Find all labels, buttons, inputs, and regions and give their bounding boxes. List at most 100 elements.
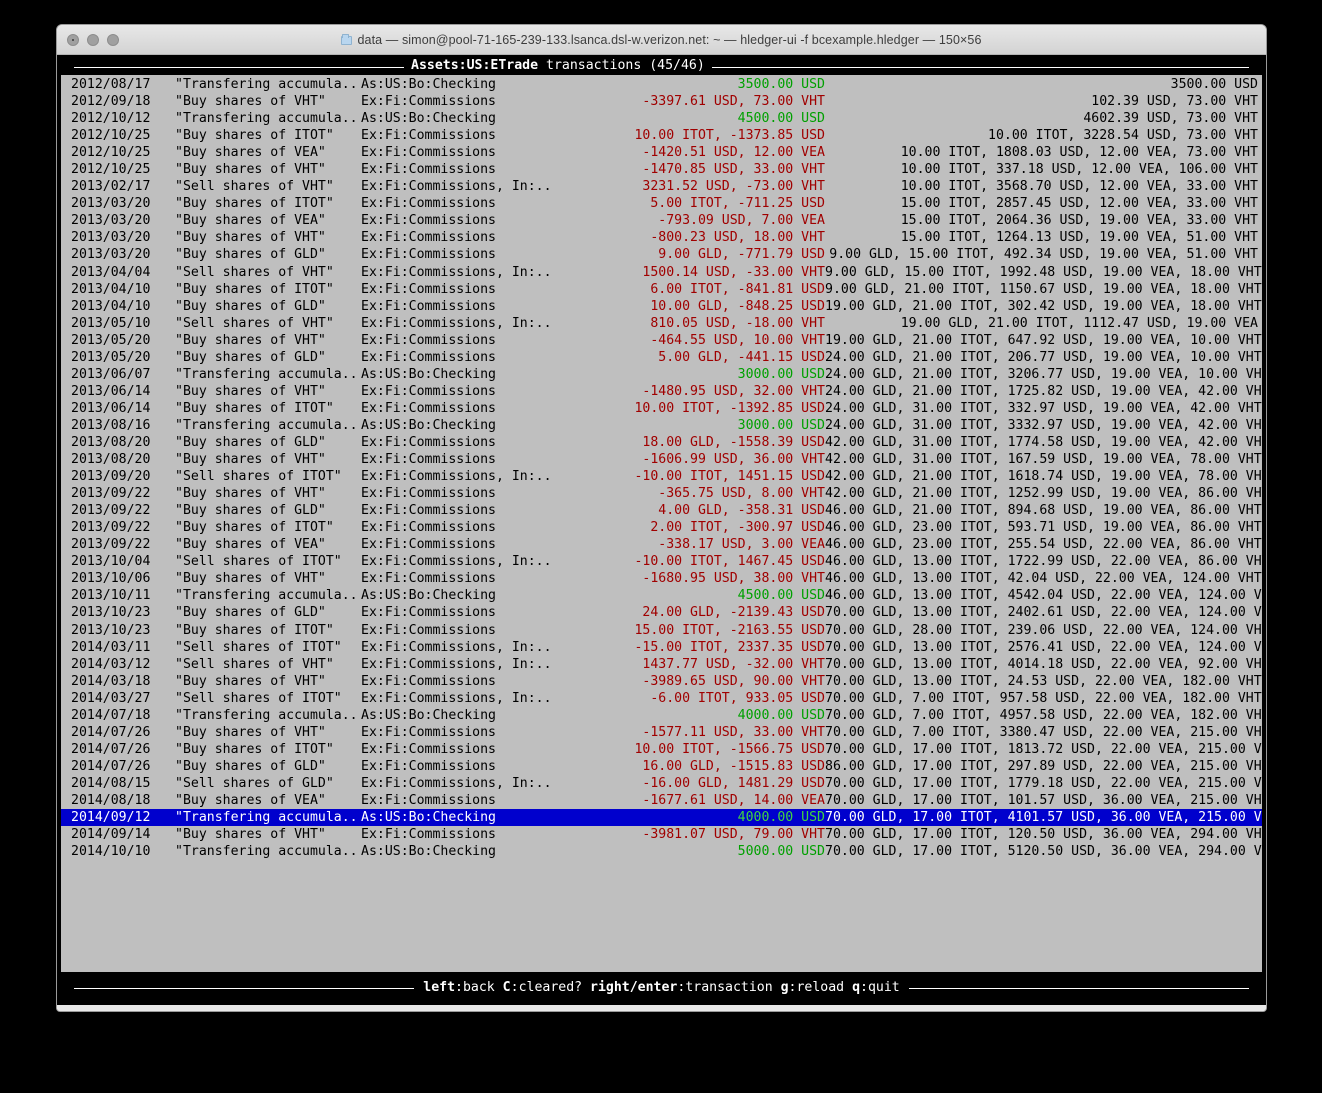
transaction-row[interactable]: 2013/09/22 "Buy shares of GLD" Ex:Fi:Commi… (61, 502, 1262, 519)
status-keybindings: left:back C:cleared? right/enter:transac… (421, 980, 901, 995)
terminal-window[interactable]: data — simon@pool-71-165-239-133.lsanca.… (56, 24, 1267, 1012)
transaction-balance: 9.00 GLD, 15.00 ITOT, 1992.48 USD, 19.00… (825, 264, 1262, 280)
transaction-list[interactable]: 2012/08/17 "Transfering accumula.. As:US:B… (61, 75, 1262, 972)
transaction-row[interactable]: 2014/07/26 "Buy shares of VHT" Ex:Fi:Commi… (61, 724, 1262, 741)
transaction-date: 2013/03/20 (71, 247, 151, 263)
transaction-amount: -1577.11 USD, 33.00 VHT (642, 724, 825, 740)
window-title-text: data — simon@pool-71-165-239-133.lsanca.… (357, 32, 982, 47)
transaction-row[interactable]: 2013/04/10 "Buy shares of GLD" Ex:Fi:Commi… (61, 298, 1262, 315)
transaction-account: Ex:Fi:Commissions, In:.. (361, 775, 552, 791)
transaction-account: Ex:Fi:Commissions (361, 741, 496, 757)
transaction-row[interactable]: 2013/08/20 "Buy shares of GLD" Ex:Fi:Commi… (61, 434, 1262, 451)
transaction-row[interactable]: 2013/03/20 "Buy shares of VHT" Ex:Fi:Commi… (61, 229, 1262, 246)
transaction-balance: 70.00 GLD, 17.00 ITOT, 1813.72 USD, 22.0… (825, 741, 1262, 757)
transaction-row[interactable]: 2014/03/11 "Sell shares of ITOT" Ex:Fi:Com… (61, 639, 1262, 656)
transaction-row[interactable]: 2014/03/18 "Buy shares of VHT" Ex:Fi:Commi… (61, 673, 1262, 690)
transaction-row[interactable]: 2013/09/22 "Buy shares of VEA" Ex:Fi:Commi… (61, 536, 1262, 553)
transaction-account: As:US:Bo:Checking (361, 844, 496, 860)
transaction-description: "Buy shares of GLD" (175, 349, 326, 365)
transaction-description: "Buy shares of VHT" (175, 383, 326, 399)
transaction-row[interactable]: 2014/08/18 "Buy shares of VEA" Ex:Fi:Commi… (61, 792, 1262, 809)
transaction-row[interactable]: 2012/10/12 "Transfering accumula.. As:US:B… (61, 110, 1262, 127)
transaction-row[interactable]: 2014/03/27 "Sell shares of ITOT" Ex:Fi:Com… (61, 690, 1262, 707)
transaction-row[interactable]: 2014/07/18 "Transfering accumula.. As:US:B… (61, 707, 1262, 724)
transaction-date: 2013/10/04 (71, 554, 151, 570)
transaction-description: "Buy shares of GLD" (175, 503, 326, 519)
transaction-row[interactable]: 2013/08/20 "Buy shares of VHT" Ex:Fi:Commi… (61, 451, 1262, 468)
transaction-date: 2014/03/12 (71, 656, 151, 672)
transaction-row[interactable]: 2013/04/04 "Sell shares of VHT" Ex:Fi:Comm… (61, 264, 1262, 281)
transaction-account: As:US:Bo:Checking (361, 77, 496, 92)
transaction-row[interactable]: 2012/10/25 "Buy shares of ITOT" Ex:Fi:Comm… (61, 127, 1262, 144)
transaction-description: "Buy shares of VHT" (175, 94, 326, 110)
transaction-balance: 19.00 GLD, 21.00 ITOT, 647.92 USD, 19.00… (825, 332, 1262, 348)
transaction-account: As:US:Bo:Checking (361, 707, 496, 723)
transaction-account: Ex:Fi:Commissions (361, 400, 496, 416)
transaction-row[interactable]: 2013/10/06 "Buy shares of VHT" Ex:Fi:Commi… (61, 570, 1262, 587)
transaction-row[interactable]: 2012/10/25 "Buy shares of VHT" Ex:Fi:Commi… (61, 161, 1262, 178)
header-rule-left (74, 66, 404, 68)
terminal-screen[interactable]: Assets:US:ETrade transactions (45/46) 20… (57, 55, 1266, 1005)
transaction-row[interactable]: 2013/05/20 "Buy shares of VHT" Ex:Fi:Commi… (61, 332, 1262, 349)
transaction-account: Ex:Fi:Commissions (361, 196, 496, 212)
zoom-button-icon[interactable] (107, 33, 119, 46)
transaction-account: Ex:Fi:Commissions, In:.. (361, 469, 552, 485)
transaction-account: Ex:Fi:Commissions (361, 537, 496, 553)
transaction-row[interactable]: 2013/02/17 "Sell shares of VHT" Ex:Fi:Comm… (61, 178, 1262, 195)
transaction-amount: -1470.85 USD, 33.00 VHT (642, 162, 825, 178)
transaction-account: As:US:Bo:Checking (361, 111, 496, 127)
transaction-row[interactable]: 2013/03/20 "Buy shares of ITOT" Ex:Fi:Comm… (61, 195, 1262, 212)
transaction-row[interactable]: 2014/10/10 "Transfering accumula.. As:US:B… (61, 843, 1262, 860)
transaction-description: "Buy shares of VHT" (175, 827, 326, 843)
transaction-row[interactable]: 2012/09/18 "Buy shares of VHT" Ex:Fi:Commi… (61, 93, 1262, 110)
transaction-date: 2013/08/20 (71, 434, 151, 450)
transaction-account: Ex:Fi:Commissions, In:.. (361, 264, 552, 280)
transaction-amount: -3989.65 USD, 90.00 VHT (642, 673, 825, 689)
transaction-date: 2014/09/12 (71, 810, 151, 826)
transaction-date: 2013/06/14 (71, 400, 151, 416)
transaction-row[interactable]: 2013/10/11 "Transfering accumula.. As:US:B… (61, 587, 1262, 604)
transaction-amount: 10.00 GLD, -848.25 USD (650, 298, 825, 314)
transaction-row[interactable]: 2012/10/25 "Buy shares of VEA" Ex:Fi:Commi… (61, 144, 1262, 161)
minimize-button-icon[interactable] (87, 33, 99, 46)
transaction-amount: 1500.14 USD, -33.00 VHT (642, 264, 825, 280)
transaction-amount: 4000.00 USD (737, 810, 825, 826)
transaction-row[interactable]: 2013/05/10 "Sell shares of VHT" Ex:Fi:Comm… (61, 315, 1262, 332)
transaction-row[interactable]: 2013/06/14 "Buy shares of ITOT" Ex:Fi:Comm… (61, 400, 1262, 417)
transaction-description: "Buy shares of ITOT" (175, 400, 334, 416)
transaction-row[interactable]: 2013/10/04 "Sell shares of ITOT" Ex:Fi:Com… (61, 553, 1262, 570)
transaction-row[interactable]: 2013/09/22 "Buy shares of ITOT" Ex:Fi:Comm… (61, 519, 1262, 536)
transaction-description: "Buy shares of GLD" (175, 298, 326, 314)
traffic-light-group (67, 33, 119, 46)
transaction-row[interactable]: 2013/10/23 "Buy shares of ITOT" Ex:Fi:Comm… (61, 622, 1262, 639)
transaction-row[interactable]: 2013/09/22 "Buy shares of VHT" Ex:Fi:Commi… (61, 485, 1262, 502)
transaction-row[interactable]: 2013/03/20 "Buy shares of VEA" Ex:Fi:Commi… (61, 212, 1262, 229)
transaction-amount: 4500.00 USD (737, 588, 825, 604)
transaction-row[interactable]: 2013/05/20 "Buy shares of GLD" Ex:Fi:Commi… (61, 349, 1262, 366)
transaction-row[interactable]: 2013/09/20 "Sell shares of ITOT" Ex:Fi:Com… (61, 468, 1262, 485)
transaction-row[interactable]: 2013/04/10 "Buy shares of ITOT" Ex:Fi:Comm… (61, 281, 1262, 298)
transaction-row[interactable]: 2014/03/12 "Sell shares of VHT" Ex:Fi:Comm… (61, 656, 1262, 673)
transaction-date: 2013/05/10 (71, 315, 151, 331)
transaction-row[interactable]: 2014/07/26 "Buy shares of GLD" Ex:Fi:Commi… (61, 758, 1262, 775)
transaction-account: Ex:Fi:Commissions (361, 213, 496, 229)
transaction-amount: -365.75 USD, 8.00 VHT (658, 486, 825, 502)
transaction-row[interactable]: 2013/03/20 "Buy shares of GLD" Ex:Fi:Commi… (61, 246, 1262, 263)
transaction-row[interactable]: 2014/07/26 "Buy shares of ITOT" Ex:Fi:Comm… (61, 741, 1262, 758)
transaction-balance: 19.00 GLD, 21.00 ITOT, 302.42 USD, 19.00… (825, 298, 1262, 314)
close-button-icon[interactable] (67, 33, 79, 46)
transaction-row[interactable]: 2012/08/17 "Transfering accumula.. As:US:B… (61, 76, 1262, 93)
transaction-row[interactable]: 2014/09/12 "Transfering accumula.. As:US:B… (61, 809, 1262, 827)
transaction-amount: 5000.00 USD (737, 844, 825, 860)
transaction-date: 2013/08/16 (71, 417, 151, 433)
window-titlebar[interactable]: data — simon@pool-71-165-239-133.lsanca.… (57, 25, 1266, 55)
transaction-row[interactable]: 2014/08/15 "Sell shares of GLD" Ex:Fi:Comm… (61, 775, 1262, 792)
transaction-row[interactable]: 2013/06/07 "Transfering accumula.. As:US:B… (61, 366, 1262, 383)
transaction-description: "Buy shares of VEA" (175, 537, 326, 553)
transaction-row[interactable]: 2013/10/23 "Buy shares of GLD" Ex:Fi:Commi… (61, 604, 1262, 621)
transaction-balance: 42.00 GLD, 21.00 ITOT, 1618.74 USD, 19.0… (825, 469, 1262, 485)
transaction-row[interactable]: 2014/09/14 "Buy shares of VHT" Ex:Fi:Commi… (61, 826, 1262, 843)
transaction-row[interactable]: 2013/08/16 "Transfering accumula.. As:US:B… (61, 417, 1262, 434)
transaction-amount: 4.00 GLD, -358.31 USD (658, 503, 825, 519)
transaction-row[interactable]: 2013/06/14 "Buy shares of VHT" Ex:Fi:Commi… (61, 383, 1262, 400)
